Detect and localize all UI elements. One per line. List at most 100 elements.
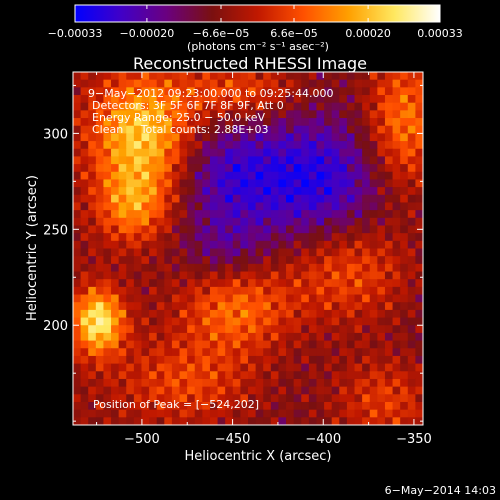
heatmap-cell	[362, 286, 371, 296]
heatmap-cell	[202, 148, 211, 158]
heatmap-cell	[346, 309, 356, 319]
heatmap-cell	[194, 179, 203, 188]
heatmap-cell	[324, 394, 333, 403]
heatmap-cell	[88, 133, 97, 142]
heatmap-cell	[324, 363, 333, 372]
heatmap-cell	[346, 210, 356, 219]
heatmap-cell	[362, 248, 371, 257]
heatmap-cell	[255, 371, 264, 380]
heatmap-cell	[179, 325, 188, 334]
heatmap-cell	[415, 240, 423, 250]
heatmap-cell	[362, 378, 371, 388]
heatmap-cell	[202, 79, 211, 88]
heatmap-cell	[73, 340, 82, 349]
heatmap-cell	[354, 118, 363, 127]
heatmap-cell	[278, 72, 287, 81]
heatmap-cell	[324, 302, 333, 311]
heatmap-cell	[95, 401, 105, 411]
heatmap-cell	[225, 394, 234, 403]
heatmap-cell	[392, 263, 401, 273]
heatmap-cell	[111, 363, 120, 372]
heatmap-cell	[270, 394, 280, 403]
heatmap-cell	[111, 286, 120, 296]
heatmap-cell	[95, 355, 105, 365]
heatmap-cell	[95, 394, 105, 403]
heatmap-cell	[202, 141, 211, 150]
heatmap-cell	[240, 194, 249, 204]
heatmap-cell	[232, 164, 241, 173]
heatmap-cell	[308, 133, 318, 142]
heatmap-cell	[286, 256, 295, 265]
heatmap-cell	[217, 79, 226, 88]
heatmap-cell	[263, 394, 272, 403]
heatmap-cell	[209, 156, 219, 165]
heatmap-cell	[240, 302, 249, 311]
heatmap-cell	[240, 386, 249, 395]
heatmap-cell	[270, 72, 280, 81]
heatmap-cell	[95, 164, 105, 173]
heatmap-cell	[111, 171, 120, 181]
heatmap-cell	[248, 378, 257, 388]
heatmap-cell	[194, 317, 203, 326]
heatmap-cell	[149, 332, 158, 342]
heatmap-cell	[270, 286, 280, 296]
heatmap-cell	[301, 286, 310, 296]
heatmap-cell	[171, 332, 181, 342]
heatmap-cell	[400, 240, 409, 250]
heatmap-cell	[232, 110, 241, 119]
heatmap-cell	[354, 256, 363, 265]
heatmap-cell	[263, 332, 272, 342]
heatmap-cell	[111, 87, 120, 96]
heatmap-cell	[369, 156, 378, 165]
heatmap-cell	[377, 348, 386, 357]
heatmap-cell	[400, 225, 409, 234]
heatmap-cell	[301, 125, 310, 134]
heatmap-cell	[293, 394, 302, 403]
heatmap-cell	[331, 240, 340, 250]
heatmap-cell	[118, 363, 127, 372]
heatmap-cell	[339, 148, 348, 158]
heatmap-cell	[278, 118, 287, 127]
heatmap-cell	[133, 355, 143, 365]
heatmap-cell	[308, 309, 318, 319]
heatmap-cell	[354, 394, 363, 403]
heatmap-cell	[308, 171, 318, 181]
heatmap-cell	[103, 141, 112, 150]
heatmap-cell	[255, 148, 264, 158]
heatmap-cell	[156, 294, 165, 303]
heatmap-cell	[171, 409, 181, 418]
heatmap-cell	[301, 194, 310, 204]
heatmap-cell	[263, 317, 272, 326]
heatmap-cell	[73, 233, 82, 242]
heatmap-cell	[346, 148, 356, 158]
heatmap-cell	[324, 179, 333, 188]
heatmap-cell	[149, 279, 158, 288]
heatmap-cell	[225, 286, 234, 296]
heatmap-cell	[103, 317, 112, 326]
heatmap-cell	[171, 417, 181, 425]
heatmap-cell	[293, 156, 302, 165]
heatmap-cell	[331, 401, 340, 411]
heatmap-cell	[293, 102, 302, 111]
heatmap-cell	[141, 325, 150, 334]
heatmap-cell	[400, 317, 409, 326]
heatmap-cell	[202, 401, 211, 411]
heatmap-cell	[263, 141, 272, 150]
heatmap-cell	[377, 102, 386, 111]
heatmap-cell	[141, 217, 150, 227]
heatmap-cell	[308, 225, 318, 234]
heatmap-cell	[179, 248, 188, 257]
heatmap-cell	[225, 102, 234, 111]
heatmap-cell	[278, 148, 287, 158]
heatmap-cell	[225, 302, 234, 311]
heatmap-cell	[377, 179, 386, 188]
heatmap-cell	[400, 194, 409, 204]
heatmap-cell	[202, 171, 211, 181]
heatmap-cell	[308, 325, 318, 334]
heatmap-cell	[88, 148, 97, 158]
heatmap-cell	[308, 286, 318, 296]
heatmap-cell	[270, 271, 280, 280]
heatmap-cell	[331, 202, 340, 211]
heatmap-cell	[141, 110, 150, 119]
heatmap-cell	[316, 317, 325, 326]
